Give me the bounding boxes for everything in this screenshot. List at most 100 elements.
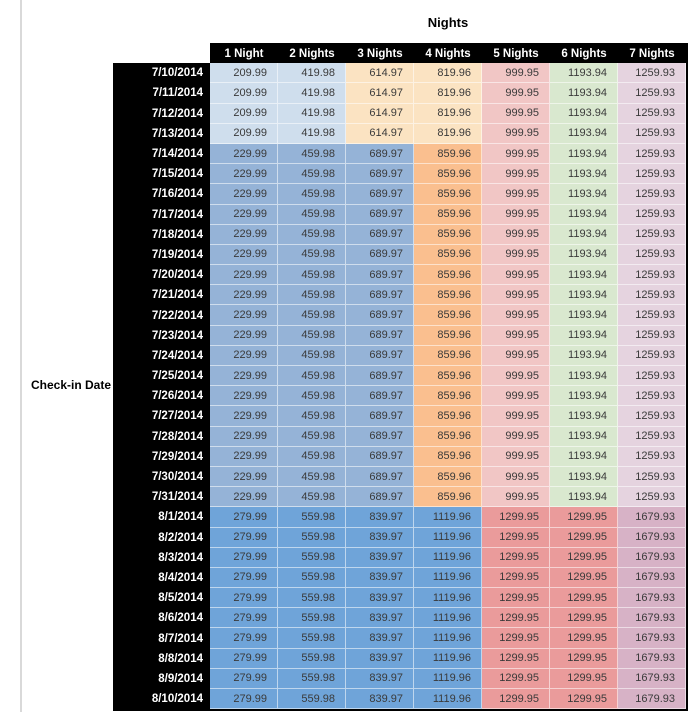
price-cell[interactable]: 1119.96 [414, 628, 482, 649]
price-cell[interactable]: 1299.95 [482, 668, 550, 689]
price-cell[interactable]: 859.96 [414, 265, 482, 286]
date-cell[interactable]: 7/15/2014 [113, 164, 210, 185]
price-cell[interactable]: 459.98 [278, 426, 346, 447]
price-cell[interactable]: 614.97 [346, 83, 414, 104]
price-cell[interactable]: 999.95 [482, 224, 550, 245]
price-cell[interactable]: 419.98 [278, 103, 346, 124]
price-cell[interactable]: 859.96 [414, 446, 482, 467]
column-header-cell[interactable]: 7 Nights [618, 43, 686, 64]
price-cell[interactable]: 1193.94 [550, 224, 618, 245]
price-cell[interactable]: 419.98 [278, 123, 346, 144]
price-cell[interactable]: 1119.96 [414, 567, 482, 589]
price-cell[interactable]: 1119.96 [414, 689, 482, 710]
price-cell[interactable]: 459.98 [278, 265, 346, 286]
date-cell[interactable]: 7/29/2014 [113, 446, 210, 467]
price-cell[interactable]: 229.99 [210, 386, 278, 407]
date-cell[interactable]: 7/16/2014 [113, 184, 210, 205]
date-cell[interactable]: 8/5/2014 [113, 588, 210, 609]
price-cell[interactable]: 859.96 [414, 204, 482, 225]
price-cell[interactable]: 999.95 [482, 446, 550, 467]
price-cell[interactable]: 999.95 [482, 103, 550, 124]
date-cell[interactable]: 8/7/2014 [113, 628, 210, 649]
price-cell[interactable]: 1299.95 [550, 527, 618, 548]
price-cell[interactable]: 689.97 [346, 406, 414, 427]
price-cell[interactable]: 839.97 [346, 567, 414, 589]
price-cell[interactable]: 1193.94 [550, 446, 618, 467]
price-cell[interactable]: 459.98 [278, 184, 346, 205]
price-cell[interactable]: 1193.94 [550, 244, 618, 266]
price-cell[interactable]: 859.96 [414, 143, 482, 165]
price-cell[interactable]: 1259.93 [618, 446, 686, 467]
price-cell[interactable]: 859.96 [414, 366, 482, 387]
date-cell[interactable]: 7/25/2014 [113, 366, 210, 387]
price-cell[interactable]: 689.97 [346, 487, 414, 508]
price-cell[interactable]: 1259.93 [618, 224, 686, 245]
price-cell[interactable]: 999.95 [482, 123, 550, 144]
price-cell[interactable]: 839.97 [346, 608, 414, 629]
price-cell[interactable]: 999.95 [482, 406, 550, 427]
price-cell[interactable]: 459.98 [278, 487, 346, 508]
price-cell[interactable]: 859.96 [414, 164, 482, 185]
price-cell[interactable]: 1299.95 [482, 588, 550, 609]
date-cell[interactable]: 8/9/2014 [113, 668, 210, 689]
price-cell[interactable]: 859.96 [414, 285, 482, 306]
price-cell[interactable]: 459.98 [278, 143, 346, 165]
date-cell[interactable]: 7/23/2014 [113, 325, 210, 346]
date-cell[interactable]: 7/18/2014 [113, 224, 210, 245]
date-cell[interactable]: 7/30/2014 [113, 466, 210, 488]
price-cell[interactable]: 1299.95 [482, 689, 550, 710]
price-cell[interactable]: 689.97 [346, 164, 414, 185]
price-cell[interactable]: 229.99 [210, 265, 278, 286]
column-header-cell[interactable]: 6 Nights [550, 43, 618, 64]
price-cell[interactable]: 614.97 [346, 63, 414, 84]
price-cell[interactable]: 1299.95 [550, 588, 618, 609]
price-cell[interactable]: 1259.93 [618, 487, 686, 508]
date-cell[interactable]: 7/14/2014 [113, 143, 210, 165]
price-cell[interactable]: 419.98 [278, 83, 346, 104]
price-cell[interactable]: 1193.94 [550, 184, 618, 205]
price-cell[interactable]: 1299.95 [550, 547, 618, 568]
price-cell[interactable]: 229.99 [210, 446, 278, 467]
date-cell[interactable]: 8/8/2014 [113, 648, 210, 669]
price-cell[interactable]: 819.96 [414, 63, 482, 84]
price-cell[interactable]: 859.96 [414, 325, 482, 346]
price-cell[interactable]: 229.99 [210, 366, 278, 387]
date-cell[interactable]: 8/2/2014 [113, 527, 210, 548]
price-cell[interactable]: 1679.93 [618, 608, 686, 629]
column-header-cell[interactable]: 2 Nights [278, 43, 346, 64]
price-cell[interactable]: 859.96 [414, 386, 482, 407]
price-cell[interactable]: 1679.93 [618, 648, 686, 669]
date-cell[interactable]: 7/17/2014 [113, 204, 210, 225]
price-cell[interactable]: 689.97 [346, 305, 414, 326]
price-cell[interactable]: 689.97 [346, 184, 414, 205]
price-cell[interactable]: 689.97 [346, 244, 414, 266]
price-cell[interactable]: 1679.93 [618, 507, 686, 528]
price-cell[interactable]: 1193.94 [550, 83, 618, 104]
price-cell[interactable]: 229.99 [210, 224, 278, 245]
column-header-cell[interactable]: 5 Nights [482, 43, 550, 64]
price-cell[interactable]: 999.95 [482, 366, 550, 387]
price-cell[interactable]: 1679.93 [618, 527, 686, 548]
price-cell[interactable]: 459.98 [278, 305, 346, 326]
price-cell[interactable]: 689.97 [346, 426, 414, 447]
price-cell[interactable]: 229.99 [210, 143, 278, 165]
price-cell[interactable]: 1193.94 [550, 305, 618, 326]
price-cell[interactable]: 459.98 [278, 406, 346, 427]
price-cell[interactable]: 614.97 [346, 103, 414, 124]
price-cell[interactable]: 1259.93 [618, 406, 686, 427]
price-cell[interactable]: 1259.93 [618, 426, 686, 447]
price-cell[interactable]: 999.95 [482, 305, 550, 326]
price-cell[interactable]: 1299.95 [550, 689, 618, 710]
date-cell[interactable]: 7/21/2014 [113, 285, 210, 306]
price-cell[interactable]: 859.96 [414, 426, 482, 447]
price-cell[interactable]: 819.96 [414, 103, 482, 124]
price-cell[interactable]: 1193.94 [550, 406, 618, 427]
price-cell[interactable]: 459.98 [278, 224, 346, 245]
price-cell[interactable]: 859.96 [414, 305, 482, 326]
price-cell[interactable]: 859.96 [414, 224, 482, 245]
price-cell[interactable]: 839.97 [346, 648, 414, 669]
price-cell[interactable]: 1193.94 [550, 164, 618, 185]
price-cell[interactable]: 1679.93 [618, 547, 686, 568]
price-cell[interactable]: 614.97 [346, 123, 414, 144]
price-cell[interactable]: 689.97 [346, 224, 414, 245]
